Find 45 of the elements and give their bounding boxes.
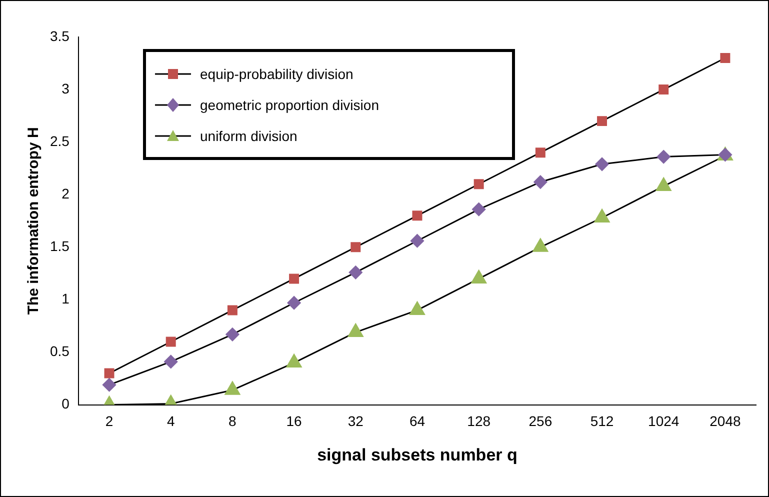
x-tick-label: 512 <box>590 413 614 430</box>
x-tick-label: 256 <box>528 413 552 430</box>
point <box>164 354 178 368</box>
x-tick-label: 64 <box>409 413 426 430</box>
x-tick-label: 16 <box>286 413 302 430</box>
point <box>289 274 300 284</box>
y-tick-label: 1.5 <box>50 238 70 254</box>
x-tick-label: 128 <box>467 413 491 430</box>
point <box>535 148 546 158</box>
x-tick-label: 1024 <box>648 413 680 430</box>
point <box>287 296 301 310</box>
x-tick-label: 2 <box>105 413 114 430</box>
legend-label: uniform division <box>200 128 298 144</box>
point <box>104 368 114 378</box>
point <box>412 210 422 221</box>
y-tick-label: 3.5 <box>50 28 70 44</box>
x-tick-label: 4 <box>166 413 175 430</box>
point <box>472 202 486 216</box>
point <box>102 378 116 392</box>
point <box>226 328 240 342</box>
point <box>534 175 548 189</box>
x-tick-label: 32 <box>348 413 364 430</box>
point <box>720 53 730 64</box>
point <box>350 242 361 252</box>
y-tick-label: 0.5 <box>50 343 70 360</box>
y-tick-label: 2 <box>62 185 70 202</box>
legend-label: geometric proportion division <box>200 96 379 112</box>
point <box>474 179 484 190</box>
y-axis-title: The information entropy H <box>25 127 42 315</box>
point <box>658 84 669 95</box>
point <box>227 305 238 316</box>
point <box>348 266 362 280</box>
x-axis-title: signal subsets number q <box>317 445 518 464</box>
y-tick-label: 3 <box>62 80 70 96</box>
y-tick-label: 1 <box>62 290 70 307</box>
y-tick-label: 2.5 <box>50 132 70 149</box>
point <box>656 150 670 164</box>
x-tick-label: 2048 <box>710 413 741 430</box>
x-tick-label: 8 <box>228 413 237 430</box>
legend-label: equip-probability division <box>200 66 354 82</box>
point <box>597 116 608 126</box>
y-tick-label: 0 <box>62 396 70 412</box>
point <box>595 157 609 171</box>
point <box>166 336 176 347</box>
point <box>410 234 424 248</box>
